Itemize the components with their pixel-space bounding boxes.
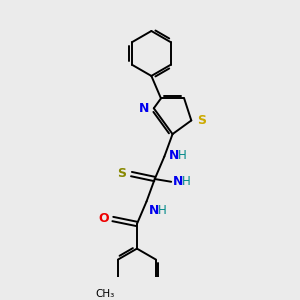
Text: N: N: [172, 175, 183, 188]
Text: H: H: [178, 149, 186, 162]
Text: O: O: [98, 212, 109, 225]
Text: H: H: [158, 204, 167, 217]
Text: S: S: [118, 167, 127, 180]
Text: N: N: [149, 204, 160, 217]
Text: S: S: [197, 114, 206, 127]
Text: CH₃: CH₃: [95, 289, 115, 299]
Text: H: H: [182, 175, 190, 188]
Text: N: N: [139, 102, 149, 115]
Text: N: N: [168, 149, 179, 162]
